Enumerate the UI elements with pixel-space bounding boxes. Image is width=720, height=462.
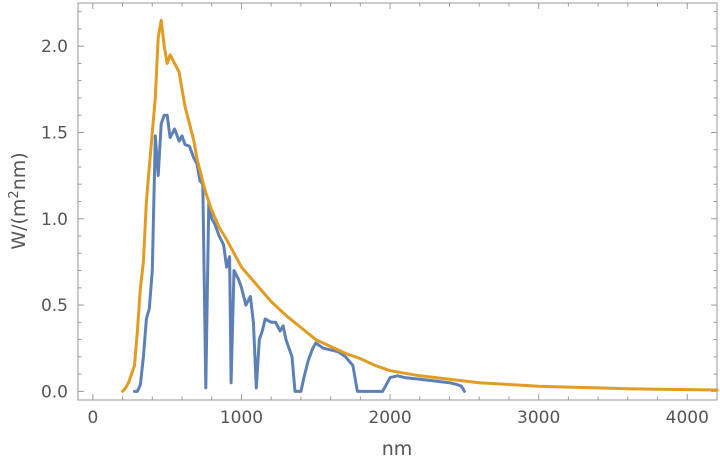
y-tick-label: 0.5 (41, 296, 68, 316)
x-tick-label: 3000 (517, 408, 560, 428)
x-tick-label: 1000 (220, 408, 263, 428)
series-2-line (121, 18, 719, 393)
y-tick-label: 1.5 (41, 123, 68, 143)
y-tick-label: 1.0 (41, 210, 68, 230)
series-layer (121, 18, 719, 393)
y-tick-label: 0.0 (41, 382, 68, 402)
x-tick-label: 4000 (666, 408, 709, 428)
y-axis-title: W/(m2nm) (7, 152, 31, 249)
x-tick-label: 0 (87, 408, 98, 428)
y-tick-label: 2.0 (41, 37, 68, 57)
x-tick-labels: 0 1000 2000 3000 4000 (87, 408, 708, 428)
y-tick-labels: 0.0 0.5 1.0 1.5 2.0 (41, 37, 68, 402)
axis-ticks (78, 3, 718, 400)
x-tick-label: 2000 (368, 408, 411, 428)
x-axis-title: nm (382, 438, 413, 460)
series-1-line (133, 113, 466, 393)
